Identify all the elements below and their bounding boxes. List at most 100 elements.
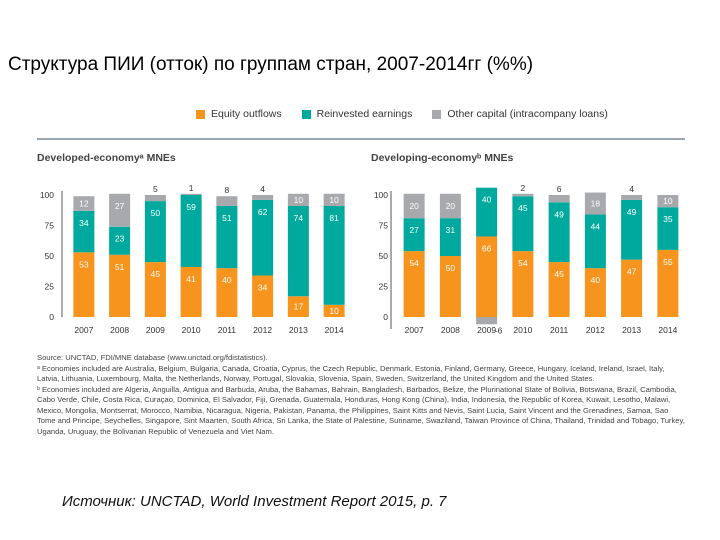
chart-legend: Equity outflows Reinvested earnings Othe… bbox=[196, 108, 608, 120]
source-note: Source: UNCTAD, FDI/MNE database (www.un… bbox=[37, 353, 268, 362]
developed-bar-2010-other bbox=[180, 193, 202, 195]
developing-x-tick-label: 2009 bbox=[477, 325, 496, 335]
developed-value-label: 53 bbox=[79, 259, 89, 269]
developed-y-tick-label: 25 bbox=[45, 282, 55, 292]
developing-value-label: 47 bbox=[627, 267, 637, 277]
developing-bar-2011-equity bbox=[548, 262, 570, 317]
developed-y-tick-label: 0 bbox=[49, 312, 54, 322]
developed-bar-2011-other bbox=[216, 196, 238, 206]
developing-value-label: 49 bbox=[554, 209, 564, 219]
developed-value-label: 1 bbox=[189, 183, 194, 193]
legend-label-equity: Equity outflows bbox=[211, 108, 282, 120]
developing-value-label: 54 bbox=[518, 258, 528, 268]
developing-value-label: 6 bbox=[557, 184, 562, 194]
legend-item-reinvested: Reinvested earnings bbox=[301, 108, 413, 120]
developing-bar-2014-other bbox=[657, 195, 679, 208]
developing-y-tick-label: 25 bbox=[379, 282, 389, 292]
developed-value-label: 40 bbox=[222, 275, 232, 285]
developed-value-label: 74 bbox=[294, 213, 304, 223]
developed-value-label: 10 bbox=[329, 306, 339, 316]
developing-chart-title: Developing-economyᵇ MNEs bbox=[371, 152, 514, 164]
developing-x-tick-label: 2007 bbox=[405, 325, 424, 335]
developed-bar-2007-equity bbox=[73, 252, 95, 317]
developed-value-label: 34 bbox=[79, 218, 89, 228]
developing-bar-2010-reinvested bbox=[512, 196, 534, 252]
developed-bar-2008-reinvested bbox=[109, 226, 131, 255]
developing-bar-2012-reinvested bbox=[584, 214, 606, 269]
developing-bar-2009-other bbox=[476, 317, 498, 325]
legend-swatch-equity bbox=[196, 109, 205, 119]
developing-value-label: 40 bbox=[591, 275, 601, 285]
legend-divider bbox=[37, 138, 685, 140]
developing-value-label: 10 bbox=[663, 196, 673, 206]
developed-bar-2008-other bbox=[109, 193, 131, 227]
developing-x-tick-label: 2011 bbox=[550, 325, 569, 335]
developing-value-label: 54 bbox=[409, 258, 419, 268]
developed-x-tick-label: 2008 bbox=[110, 325, 129, 335]
charts-canvas: 0255075100533412200751232720084550520094… bbox=[40, 183, 679, 335]
developing-bar-2010-other bbox=[512, 193, 534, 197]
developing-bar-2007-reinvested bbox=[403, 218, 425, 252]
developed-value-label: 81 bbox=[329, 213, 339, 223]
legend-swatch-other bbox=[432, 109, 442, 119]
developed-bar-2012-other bbox=[252, 195, 274, 200]
legend-swatch-reinvested bbox=[301, 109, 311, 119]
developed-bar-2008-equity bbox=[109, 254, 131, 317]
developing-value-label: 50 bbox=[446, 263, 456, 273]
developed-x-tick-label: 2013 bbox=[289, 325, 308, 335]
developed-value-label: 51 bbox=[222, 213, 232, 223]
footnote-a: ᵃ Economies included are Australia, Belg… bbox=[37, 363, 665, 384]
developing-value-label: 27 bbox=[409, 225, 419, 235]
developing-bar-2014-equity bbox=[657, 249, 679, 317]
developed-value-label: 4 bbox=[260, 184, 265, 194]
developed-value-label: 27 bbox=[115, 201, 125, 211]
legend-item-equity: Equity outflows bbox=[196, 108, 282, 120]
developed-bar-2011-reinvested bbox=[216, 205, 238, 269]
developed-value-label: 10 bbox=[329, 195, 339, 205]
developed-value-label: 41 bbox=[186, 274, 196, 284]
developed-bar-2007-reinvested bbox=[73, 210, 95, 253]
legend-item-other: Other capital (intracompany loans) bbox=[432, 108, 608, 120]
developing-y-tick-label: 100 bbox=[374, 190, 388, 200]
developing-value-label: 2 bbox=[521, 183, 526, 193]
developing-bar-2013-reinvested bbox=[621, 199, 643, 260]
developed-bar-2010-reinvested bbox=[180, 195, 202, 267]
legend-label-other: Other capital (intracompany loans) bbox=[447, 108, 608, 120]
developed-value-label: 45 bbox=[151, 269, 161, 279]
developed-value-label: 12 bbox=[79, 199, 89, 209]
developed-x-tick-label: 2014 bbox=[325, 325, 344, 335]
developed-x-tick-label: 2011 bbox=[218, 325, 237, 335]
chart-notes: Source: UNCTAD, FDI/MNE database (www.un… bbox=[37, 353, 687, 437]
developing-value-label: -6 bbox=[495, 325, 503, 335]
developing-bar-2013-equity bbox=[621, 259, 643, 317]
developed-chart-title: Developed-economyᵃ MNEs bbox=[37, 152, 176, 164]
developed-bar-2014-equity bbox=[323, 304, 345, 317]
developing-x-tick-label: 2013 bbox=[622, 325, 641, 335]
developing-value-label: 45 bbox=[518, 203, 528, 213]
developing-value-label: 45 bbox=[554, 269, 564, 279]
developed-value-label: 50 bbox=[151, 208, 161, 218]
developed-bar-2013-equity bbox=[287, 296, 309, 317]
developing-value-label: 4 bbox=[629, 184, 634, 194]
developed-value-label: 17 bbox=[294, 302, 304, 312]
developing-value-label: 20 bbox=[409, 201, 419, 211]
developed-bar-2009-reinvested bbox=[144, 201, 166, 263]
developed-bar-2012-equity bbox=[252, 275, 274, 317]
legend-label-reinvested: Reinvested earnings bbox=[316, 108, 413, 120]
developed-bar-2014-reinvested bbox=[323, 205, 345, 305]
developed-x-tick-label: 2009 bbox=[146, 325, 165, 335]
developed-y-tick-label: 75 bbox=[45, 221, 55, 231]
developing-bar-2010-equity bbox=[512, 251, 534, 317]
developed-bar-2009-other bbox=[144, 195, 166, 202]
developing-bar-2011-reinvested bbox=[548, 202, 570, 263]
developing-bar-2007-other bbox=[403, 193, 425, 219]
developed-bar-2013-reinvested bbox=[287, 205, 309, 297]
developing-x-tick-label: 2012 bbox=[586, 325, 605, 335]
developed-value-label: 23 bbox=[115, 234, 125, 244]
developing-y-tick-label: 0 bbox=[383, 312, 388, 322]
developing-bar-2009-equity bbox=[476, 236, 498, 317]
developing-y-tick-label: 50 bbox=[379, 251, 389, 261]
developing-value-label: 44 bbox=[591, 222, 601, 232]
footnote-b: ᵇ Economies included are Algeria, Anguil… bbox=[37, 384, 685, 436]
developed-value-label: 10 bbox=[294, 195, 304, 205]
